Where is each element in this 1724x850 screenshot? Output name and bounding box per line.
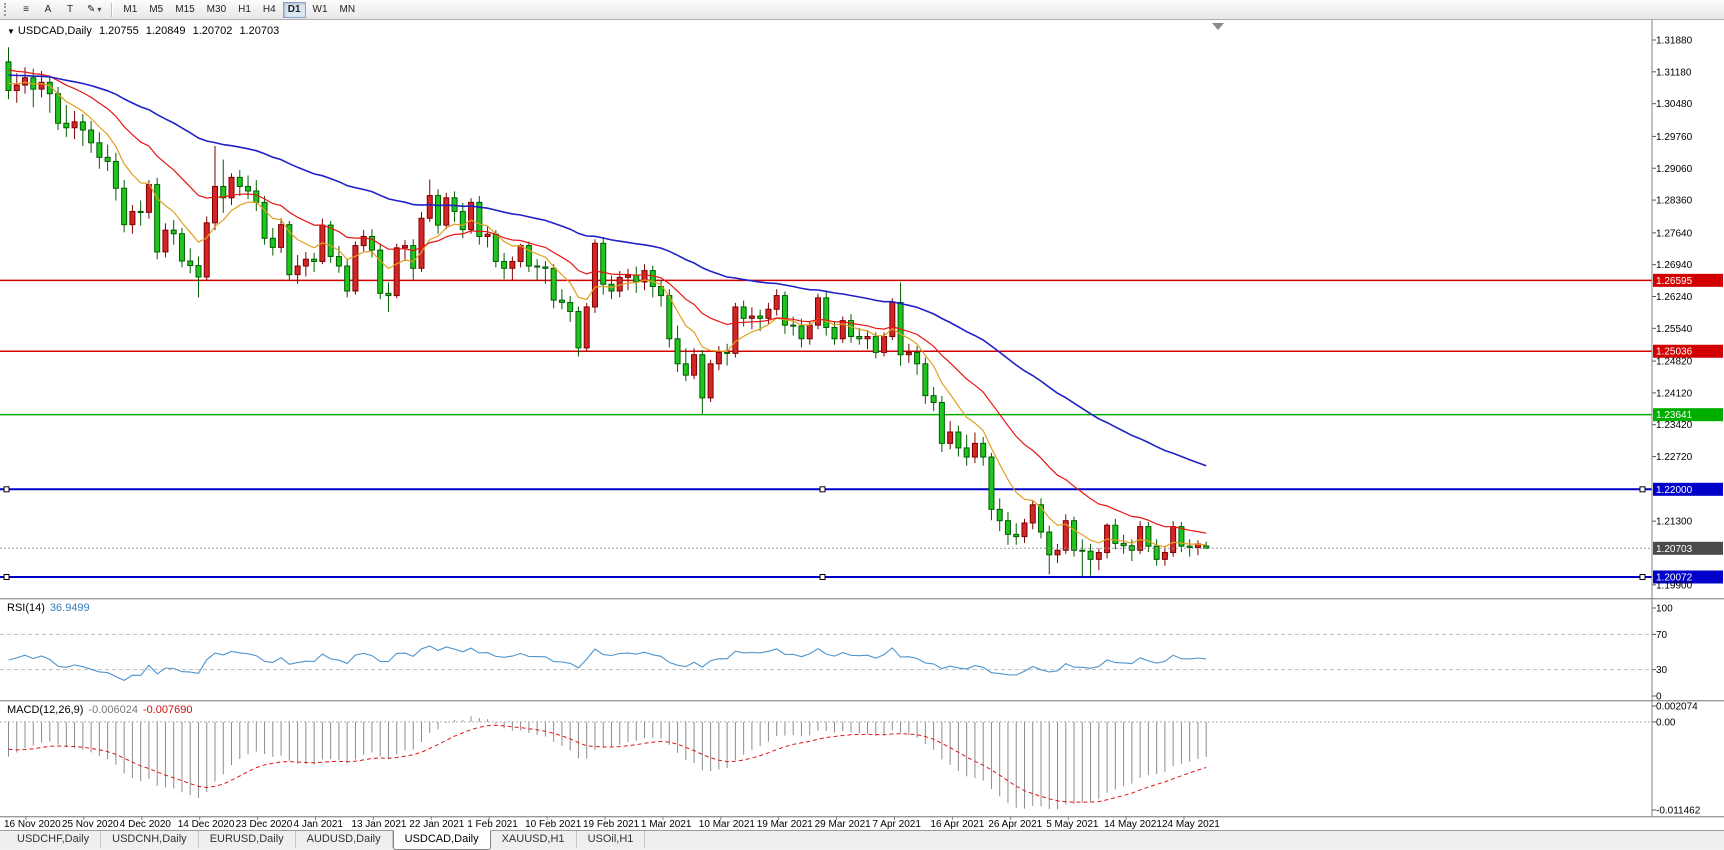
svg-text:0: 0 — [1656, 692, 1662, 703]
svg-text:1.20072: 1.20072 — [1656, 572, 1693, 583]
tab-usdcnh-daily[interactable]: USDCNH,Daily — [101, 831, 199, 848]
macd-name: MACD(12,26,9) — [7, 704, 84, 716]
text-a-tool-button[interactable]: A — [38, 2, 58, 18]
svg-text:1.24820: 1.24820 — [1656, 357, 1693, 368]
svg-text:1.27640: 1.27640 — [1656, 228, 1693, 239]
svg-text:1.30480: 1.30480 — [1656, 99, 1693, 110]
svg-text:1.29760: 1.29760 — [1656, 132, 1693, 143]
tab-usoil-h1[interactable]: USOil,H1 — [577, 831, 646, 848]
svg-text:1 Feb 2021: 1 Feb 2021 — [467, 819, 518, 830]
svg-text:1 Mar 2021: 1 Mar 2021 — [641, 819, 692, 830]
tab-xauusd-h1[interactable]: XAUUSD,H1 — [491, 831, 577, 848]
svg-text:1.21300: 1.21300 — [1656, 517, 1693, 528]
timeframe-m15-button[interactable]: M15 — [170, 2, 199, 18]
svg-text:14 May 2021: 14 May 2021 — [1104, 819, 1162, 830]
timeframe-m1-button[interactable]: M1 — [118, 2, 142, 18]
rsi-name: RSI(14) — [7, 602, 45, 614]
periods-toolbar: ≡ A T ✎ ▾ M1 M5 M15 M30 H1 H4 D1 W1 MN — [0, 0, 1724, 20]
svg-text:30: 30 — [1656, 665, 1668, 676]
timeframe-w1-button[interactable]: W1 — [308, 2, 333, 18]
svg-text:4 Dec 2020: 4 Dec 2020 — [120, 819, 172, 830]
svg-text:26 Apr 2021: 26 Apr 2021 — [988, 819, 1042, 830]
svg-text:0.002074: 0.002074 — [1656, 702, 1698, 713]
timeframe-mn-button[interactable]: MN — [335, 2, 361, 18]
svg-text:1.25036: 1.25036 — [1656, 347, 1693, 358]
pencil-tool-button[interactable]: ✎ ▾ — [82, 2, 106, 18]
svg-text:1.22000: 1.22000 — [1656, 485, 1693, 496]
timeframe-h4-button[interactable]: H4 — [258, 2, 281, 18]
tab-audusd-daily[interactable]: AUDUSD,Daily — [296, 831, 393, 848]
svg-text:29 Mar 2021: 29 Mar 2021 — [815, 819, 872, 830]
svg-text:23 Dec 2020: 23 Dec 2020 — [236, 819, 293, 830]
svg-text:14 Dec 2020: 14 Dec 2020 — [178, 819, 235, 830]
svg-text:7 Apr 2021: 7 Apr 2021 — [873, 819, 922, 830]
pencil-icon: ✎ — [87, 3, 96, 15]
chart-title: ▼ USDCAD,Daily 1.20755 1.20849 1.20702 1.… — [7, 25, 283, 37]
menu-icon[interactable]: ≡ — [16, 2, 36, 18]
timeframe-h1-button[interactable]: H1 — [233, 2, 256, 18]
svg-text:10 Feb 2021: 10 Feb 2021 — [525, 819, 582, 830]
tab-usdcad-daily[interactable]: USDCAD,Daily — [392, 830, 491, 850]
svg-text:10 Mar 2021: 10 Mar 2021 — [699, 819, 756, 830]
text-t-tool-button[interactable]: T — [60, 2, 80, 18]
timeframe-m5-button[interactable]: M5 — [144, 2, 168, 18]
macd-main-value: -0.006024 — [88, 704, 138, 716]
svg-text:70: 70 — [1656, 630, 1668, 641]
svg-text:16 Nov 2020: 16 Nov 2020 — [4, 819, 61, 830]
svg-text:0.00: 0.00 — [1656, 717, 1676, 728]
toolbar-separator — [111, 2, 114, 17]
dropdown-arrow-icon: ▾ — [97, 4, 102, 14]
timeframe-m30-button[interactable]: M30 — [202, 2, 231, 18]
ohlc-open: 1.20755 — [98, 25, 139, 37]
svg-text:1.28360: 1.28360 — [1656, 196, 1693, 207]
rsi-indicator-label: RSI(14) 36.9499 — [7, 602, 95, 614]
svg-text:1.23641: 1.23641 — [1656, 410, 1693, 421]
svg-text:1.26595: 1.26595 — [1656, 276, 1693, 287]
svg-text:19 Feb 2021: 19 Feb 2021 — [583, 819, 640, 830]
ohlc-low: 1.20702 — [192, 25, 233, 37]
svg-text:24 May 2021: 24 May 2021 — [1162, 819, 1220, 830]
ohlc-close: 1.20703 — [239, 25, 280, 37]
svg-text:1.26940: 1.26940 — [1656, 260, 1693, 271]
svg-text:16 Apr 2021: 16 Apr 2021 — [930, 819, 984, 830]
ohlc-high: 1.20849 — [145, 25, 186, 37]
svg-text:22 Jan 2021: 22 Jan 2021 — [409, 819, 464, 830]
svg-text:1.31180: 1.31180 — [1656, 67, 1692, 78]
tab-usdchf-daily[interactable]: USDCHF,Daily — [6, 831, 102, 848]
svg-text:19 Mar 2021: 19 Mar 2021 — [757, 819, 814, 830]
macd-signal-value: -0.007690 — [142, 704, 193, 716]
tab-eurusd-daily[interactable]: EURUSD,Daily — [199, 831, 296, 848]
chart-symbol-label: USDCAD,Daily — [17, 25, 92, 37]
symbol-marker-icon: ▼ — [7, 27, 15, 36]
svg-text:100: 100 — [1656, 604, 1673, 615]
svg-text:-0.011462: -0.011462 — [1656, 806, 1701, 817]
timeframe-d1-button[interactable]: D1 — [282, 1, 306, 18]
svg-text:1.25540: 1.25540 — [1656, 324, 1693, 335]
macd-indicator-label: MACD(12,26,9) -0.006024 -0.007690 — [7, 704, 198, 716]
svg-text:4 Jan 2021: 4 Jan 2021 — [294, 819, 344, 830]
svg-text:25 Nov 2020: 25 Nov 2020 — [62, 819, 119, 830]
chart-canvas[interactable]: 1.20703 1.26595 1.25036 1.23641 1.22000 1.200… — [0, 0, 1724, 830]
rsi-value: 36.9499 — [49, 602, 90, 614]
svg-text:1.29060: 1.29060 — [1656, 164, 1693, 175]
svg-text:1.31880: 1.31880 — [1656, 36, 1693, 47]
svg-text:5 May 2021: 5 May 2021 — [1046, 819, 1099, 830]
chart-tab-bar: USDCHF,Daily USDCNH,Daily EURUSD,Daily A… — [0, 830, 1724, 850]
svg-text:1.24120: 1.24120 — [1656, 388, 1693, 399]
svg-text:1.23420: 1.23420 — [1656, 420, 1693, 431]
svg-text:1.26240: 1.26240 — [1656, 292, 1693, 303]
svg-text:1.20703: 1.20703 — [1656, 544, 1693, 555]
toolbar-grip[interactable] — [4, 3, 11, 16]
svg-text:13 Jan 2021: 13 Jan 2021 — [351, 819, 406, 830]
svg-text:1.19900: 1.19900 — [1656, 580, 1693, 591]
svg-text:1.22720: 1.22720 — [1656, 452, 1693, 463]
